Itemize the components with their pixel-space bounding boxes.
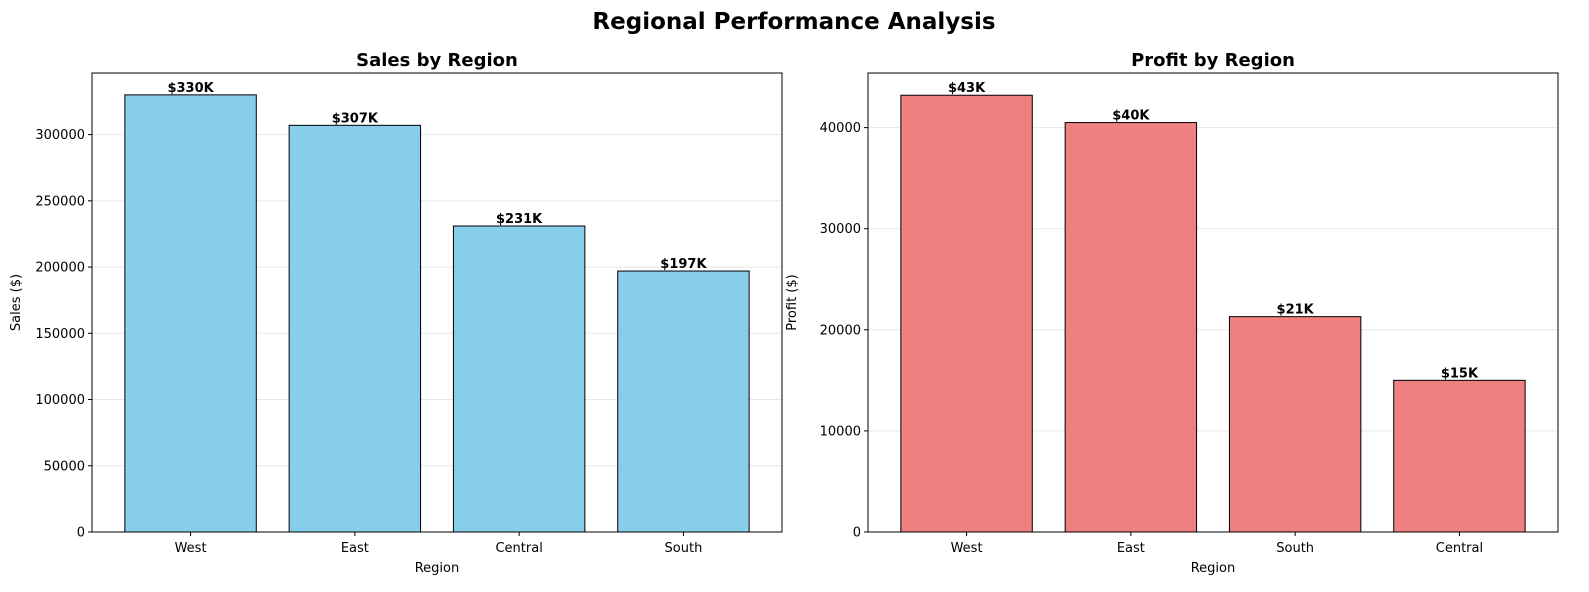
profit-bar-west (900, 94, 1033, 533)
sales-y-tick-label: 50000 (44, 459, 85, 474)
profit-y-tick-label: 10000 (820, 424, 861, 439)
profit-y-tick-label: 40000 (820, 121, 861, 136)
profit-bar-south (1228, 316, 1362, 533)
profit-y-tick-label: 0 (853, 526, 861, 541)
profit-y-tick-label: 30000 (820, 222, 861, 237)
sales-bar-west (124, 94, 257, 533)
sales-x-tick-label-west: West (175, 541, 207, 556)
sales-axes-frame (91, 72, 783, 533)
sales-bar-central (452, 225, 586, 533)
profit-x-tick-label-west: West (951, 541, 983, 556)
profit-y-tick-label: 20000 (820, 323, 861, 338)
profit-chart-title: Profit by Region (1131, 50, 1295, 71)
sales-data-label-west: $330K (167, 81, 214, 96)
sales-chart-title: Sales by Region (356, 50, 518, 71)
profit-data-label-west: $43K (948, 81, 986, 96)
profit-data-label-east: $40K (1112, 109, 1150, 124)
sales-y-tick-label: 250000 (35, 194, 85, 209)
sales-data-label-central: $231K (496, 212, 543, 227)
sales-y-tick-label: 0 (77, 526, 85, 541)
profit-bar-east (1064, 122, 1198, 533)
sales-data-label-east: $307K (332, 111, 379, 126)
sales-y-tick-label: 100000 (35, 393, 85, 408)
sales-y-axis-label: Sales ($) (9, 274, 24, 331)
sales-y-tick-label: 300000 (35, 128, 85, 143)
sales-x-tick-label-central: Central (495, 541, 542, 556)
profit-x-axis-label: Region (1191, 561, 1236, 576)
sales-x-tick-label-south: South (665, 541, 703, 556)
profit-x-tick-label-south: South (1276, 541, 1314, 556)
sales-data-label-south: $197K (660, 257, 707, 272)
profit-data-label-south: $21K (1277, 303, 1315, 318)
profit-y-axis-label: Profit ($) (785, 274, 800, 330)
figure-title: Regional Performance Analysis (592, 9, 995, 35)
sales-y-tick-label: 200000 (35, 261, 85, 276)
profit-x-tick-label-east: East (1117, 541, 1145, 556)
profit-chart: $43K $40K $21K $15K 0 10000 20000 30000 40000 Wes… (785, 50, 1559, 576)
profit-axes-frame (867, 72, 1559, 533)
profit-data-label-central: $15K (1441, 366, 1479, 381)
sales-x-tick-label-east: East (341, 541, 369, 556)
sales-x-axis-label: Region (415, 561, 460, 576)
chart-panels: $330K$307K$231K$197K05000010000015000020… (9, 50, 1559, 576)
sales-bar-south (617, 270, 750, 533)
sales-bar-east (288, 124, 422, 533)
sales-y-tick-label: 150000 (35, 327, 85, 342)
sales-chart: $330K $307K $231K $197K 0 50000 100000 150000 20… (9, 50, 783, 576)
profit-bar-central (1393, 379, 1526, 533)
profit-x-tick-label-central: Central (1436, 541, 1483, 556)
